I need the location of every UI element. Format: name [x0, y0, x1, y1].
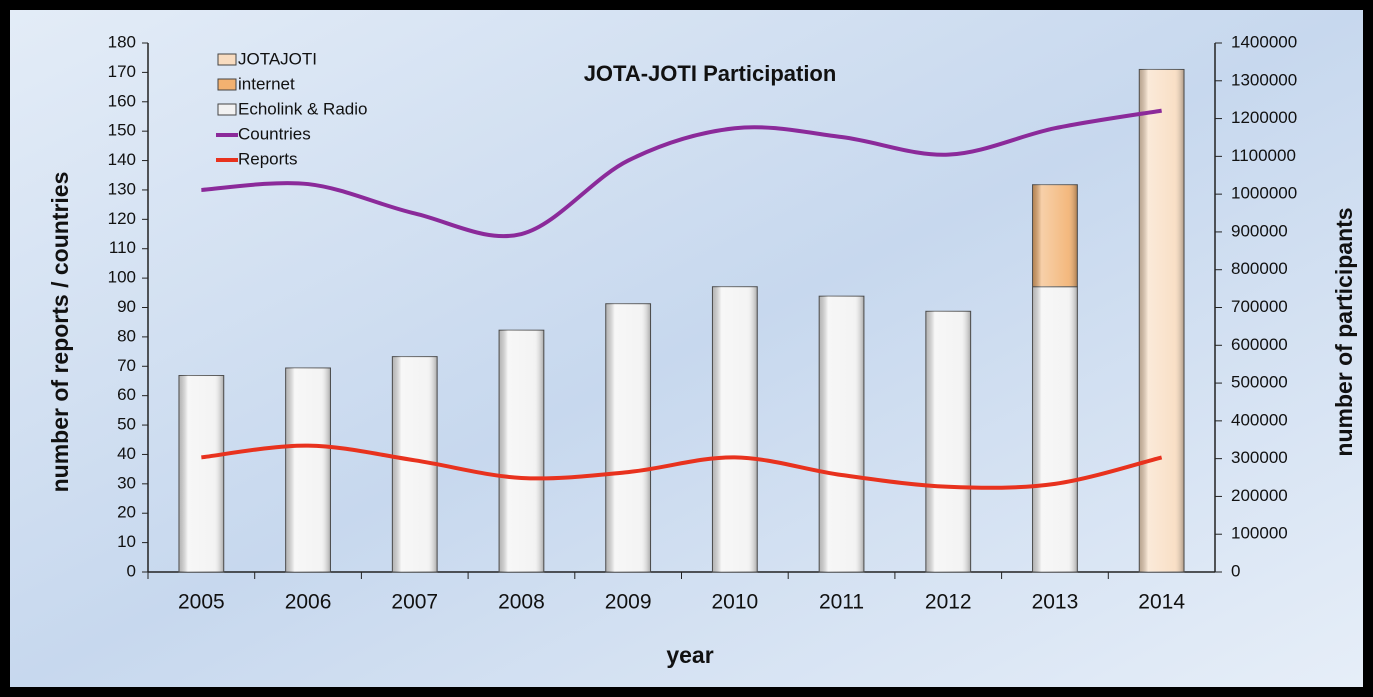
- y-tick-label: 110: [109, 238, 136, 257]
- bar-shade: [1139, 69, 1185, 572]
- y2-tick-label: 1200000: [1231, 108, 1297, 127]
- y2-tick-label: 1400000: [1231, 32, 1297, 51]
- legend-label: JOTAJOTI: [238, 49, 317, 68]
- y2-tick-label: 100000: [1231, 524, 1288, 543]
- bar-shade: [1032, 286, 1078, 572]
- x-tick-label: 2010: [711, 591, 758, 614]
- y2-tick-label: 800000: [1231, 259, 1288, 278]
- y2-tick-label: 1300000: [1231, 70, 1297, 89]
- legend-swatch: [217, 78, 237, 91]
- y-tick-label: 80: [117, 326, 136, 345]
- y2-axis-title: number of participants: [1331, 207, 1357, 456]
- bar-shade: [285, 367, 331, 572]
- y2-tick-label: 900000: [1231, 221, 1288, 240]
- y2-tick-label: 500000: [1231, 373, 1288, 392]
- y2-tick-label: 400000: [1231, 410, 1288, 429]
- x-tick-label: 2013: [1032, 591, 1079, 614]
- y2-tick-label: 1000000: [1231, 184, 1297, 203]
- y-tick-label: 60: [117, 385, 136, 404]
- legend-label: Countries: [238, 124, 311, 143]
- y2-tick-label: 700000: [1231, 297, 1288, 316]
- x-tick-label: 2012: [925, 591, 972, 614]
- bar-shade: [178, 375, 224, 572]
- x-tick-label: 2011: [819, 591, 864, 614]
- y-tick-label: 150: [108, 121, 136, 140]
- bar-shade: [819, 296, 864, 572]
- y-tick-label: 70: [117, 356, 136, 375]
- legend-label: Reports: [238, 149, 298, 168]
- x-tick-label: 2014: [1138, 591, 1185, 614]
- x-tick-label: 2008: [498, 591, 545, 614]
- y-tick-label: 0: [127, 561, 136, 580]
- y-tick-label: 130: [108, 179, 136, 198]
- x-tick-label: 2007: [391, 591, 438, 614]
- bar-shade: [499, 330, 544, 572]
- y2-tick-label: 200000: [1231, 486, 1288, 505]
- y-tick-label: 30: [117, 473, 136, 492]
- bar-shade: [1032, 184, 1078, 287]
- legend-swatch: [217, 103, 237, 116]
- y-tick-label: 180: [108, 32, 136, 51]
- bar-shade: [925, 311, 971, 572]
- y-tick-label: 20: [117, 503, 136, 522]
- x-axis-title: year: [666, 642, 713, 668]
- y2-tick-label: 1100000: [1231, 146, 1296, 165]
- y-tick-label: 120: [108, 209, 136, 228]
- y2-tick-label: 600000: [1231, 335, 1288, 354]
- legend-label: Echolink & Radio: [238, 99, 367, 118]
- y-tick-label: 10: [117, 532, 136, 551]
- x-tick-label: 2005: [178, 591, 225, 614]
- chart-title: JOTA-JOTI Participation: [584, 61, 837, 86]
- line: [201, 108, 1162, 239]
- y-tick-label: 140: [108, 150, 136, 169]
- y-axis-title: number of reports / countries: [47, 172, 73, 493]
- y-tick-label: 100: [108, 268, 136, 287]
- background: [10, 10, 1363, 687]
- y-tick-label: 90: [117, 297, 136, 316]
- line: [201, 443, 1163, 490]
- legend-swatch: [217, 53, 237, 66]
- x-tick-label: 2006: [285, 591, 332, 614]
- y-tick-label: 160: [108, 91, 136, 110]
- y-tick-label: 170: [108, 62, 136, 81]
- legend-label: internet: [238, 74, 295, 93]
- bar-shade: [605, 303, 651, 572]
- y2-tick-label: 0: [1231, 561, 1240, 580]
- y-tick-label: 50: [117, 415, 136, 434]
- x-tick-label: 2009: [605, 591, 652, 614]
- y-tick-label: 40: [117, 444, 136, 463]
- bar-shade: [712, 286, 758, 572]
- y2-tick-label: 300000: [1231, 448, 1288, 467]
